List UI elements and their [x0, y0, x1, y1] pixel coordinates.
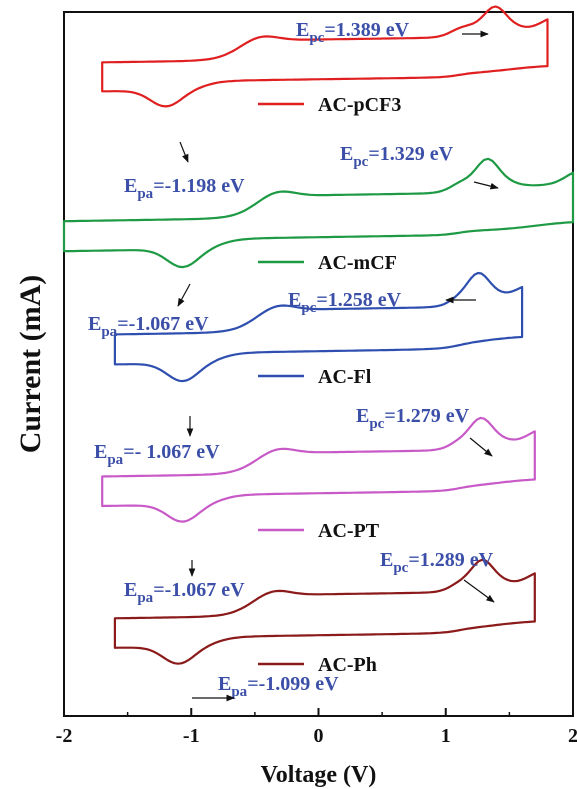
- legend-label-ac-ph: AC-Ph: [318, 654, 377, 676]
- annotation-pc-ac-fl: Epc=1.258 eV: [288, 289, 402, 316]
- y-axis-title: Current (mA): [14, 275, 47, 454]
- x-tick-label: 1: [441, 725, 451, 747]
- x-tick-label: -2: [56, 725, 73, 747]
- annotation-arrow-pc-ac-ph: [463, 579, 495, 603]
- annotation-arrow-pa-ac-mcf: [177, 283, 191, 307]
- annotation-pa-ac-ph: Epa=-1.099 eV: [218, 673, 339, 700]
- annotation-pc-ac-ph: Epc=1.289 eV: [380, 549, 494, 576]
- annotations-layer: Epc=1.389 eV Epa=-1.198 eV Epc=1.329 eV Epa…: [88, 19, 499, 702]
- cv-curve-ac-pt: [101, 416, 536, 523]
- annotation-arrow-pc-ac-pt: [469, 437, 493, 457]
- annotation-pa-ac-fl: Epa=- 1.067 eV: [94, 441, 220, 468]
- cv-curve-ac-ph: [113, 558, 536, 665]
- annotation-arrow-pa-ac-pcf3: [179, 141, 189, 163]
- annotation-pc-ac-pt: Epc=1.279 eV: [356, 405, 470, 432]
- x-tick-label: 2: [568, 725, 577, 747]
- annotation-arrow-pc-ac-mcf: [473, 181, 499, 190]
- cv-curve-ac-fl: [113, 271, 524, 383]
- annotation-pc-ac-mcf: Epc=1.329 eV: [340, 143, 454, 170]
- annotation-pa-ac-mcf: Epa=-1.067 eV: [88, 313, 209, 340]
- legend-layer: AC-pCF3 AC-mCF AC-Fl AC-PT AC-Ph: [258, 94, 401, 676]
- curves-layer: [62, 5, 575, 665]
- cv-curve-ac-pcf3: [101, 5, 549, 108]
- annotation-pa-ac-pt: Epa=-1.067 eV: [124, 579, 245, 606]
- legend-label-ac-pt: AC-PT: [318, 520, 380, 542]
- annotation-pc-ac-pcf3: Epc=1.389 eV: [296, 19, 410, 46]
- x-axis: -2 -1 0 1 2: [56, 708, 577, 747]
- annotation-pa-ac-pcf3: Epa=-1.198 eV: [124, 175, 245, 202]
- x-tick-label: 0: [314, 725, 324, 747]
- legend-label-ac-pcf3: AC-pCF3: [318, 94, 401, 116]
- cv-curve-ac-mcf: [62, 157, 575, 269]
- legend-label-ac-fl: AC-Fl: [318, 366, 372, 388]
- legend-label-ac-mcf: AC-mCF: [318, 252, 397, 274]
- x-tick-label: -1: [183, 725, 200, 747]
- x-axis-title: Voltage (V): [261, 762, 377, 788]
